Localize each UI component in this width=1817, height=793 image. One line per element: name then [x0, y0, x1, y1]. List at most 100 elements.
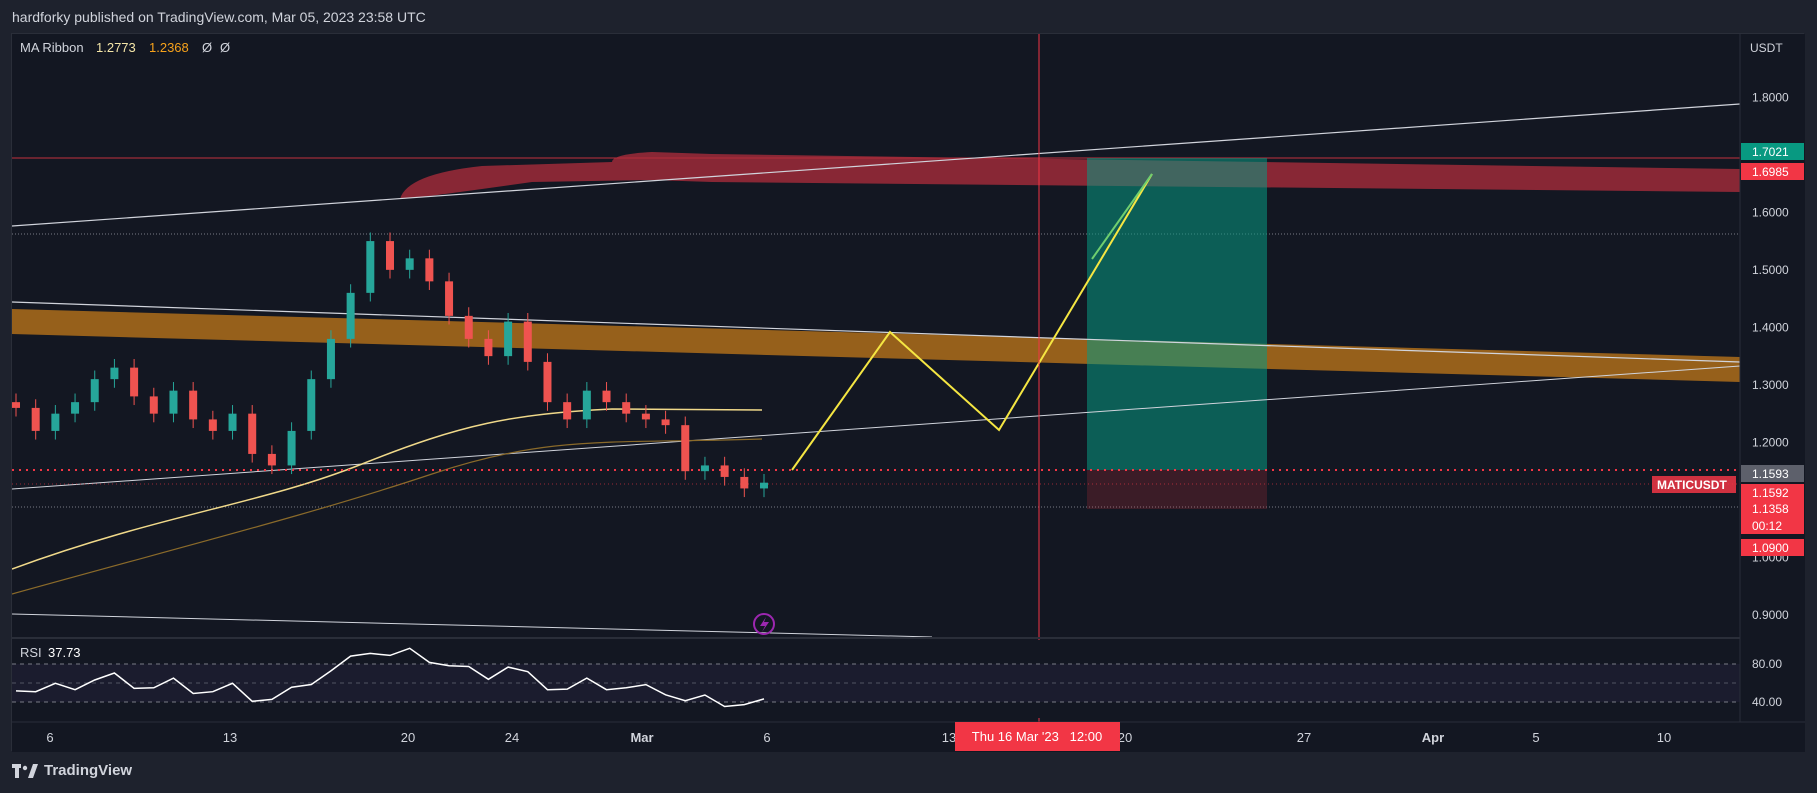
ma-ribbon-value-2: 1.2368 [149, 40, 189, 55]
time-tick-7: 20 [1118, 730, 1132, 745]
candle-body-27 [543, 361, 552, 403]
candle-body-18 [366, 241, 375, 293]
ma-ribbon-value-1: 1.2773 [96, 40, 136, 55]
tradingview-brand[interactable]: TradingView [12, 762, 132, 779]
candle-body-7 [149, 396, 158, 414]
bottom-trendline[interactable] [11, 613, 933, 638]
price-tag-label-2: 1.1593 [1752, 467, 1789, 481]
candle-body-29 [582, 390, 591, 420]
lower-trendline[interactable] [11, 365, 1741, 490]
price-tag-label-0: 1.7021 [1752, 145, 1789, 159]
candle-body-38 [760, 482, 768, 489]
candle-body-32 [641, 413, 650, 420]
publish-info: hardforky published on TradingView.com, … [12, 9, 426, 25]
ma-fast [11, 408, 763, 570]
candle-body-2 [51, 413, 60, 431]
candle-body-10 [208, 419, 217, 431]
time-tick-3: 24 [505, 730, 519, 745]
projection-target-leg [1091, 173, 1153, 260]
symbol-tag-label: MATICUSDT [1657, 478, 1727, 492]
rsi-pane[interactable] [12, 640, 1740, 718]
price-tick-4: 1.4000 [1752, 320, 1789, 334]
candles[interactable] [12, 232, 768, 498]
candle-body-9 [189, 390, 198, 420]
ma-ribbon-value-4: Ø [220, 40, 230, 55]
crosshair-time-tag [955, 722, 1120, 751]
candle-body-23 [464, 315, 473, 339]
time-tick-0: 6 [46, 730, 53, 745]
crosshair-time-label: Thu 16 Mar '23 12:00 [972, 729, 1102, 744]
candle-body-14 [287, 430, 296, 466]
price-tag-2 [1741, 465, 1804, 482]
rsi-legend[interactable]: RSI 37.73 [20, 645, 81, 660]
time-tick-5: 6 [763, 730, 770, 745]
price-tag-label-3: 1.1592 [1752, 486, 1789, 500]
candle-body-25 [504, 321, 513, 357]
candle-body-5 [110, 367, 119, 380]
rsi-label: RSI [20, 645, 42, 660]
candle-body-3 [71, 402, 80, 414]
price-tick-9: 0.9000 [1752, 608, 1789, 622]
event-marker-icon[interactable] [753, 613, 775, 635]
ma-ribbon-legend[interactable]: MA Ribbon 1.2773 1.2368 Ø Ø [20, 40, 230, 55]
candle-body-26 [523, 321, 532, 362]
candle-body-8 [169, 390, 178, 414]
price-tick-5: 1.3000 [1752, 378, 1789, 392]
time-ticks: 6 13 20 24 Mar 6 13 20 27 Apr 5 10 [46, 730, 1671, 745]
candle-body-19 [386, 241, 394, 270]
candle-body-35 [700, 465, 709, 472]
resistance-zone[interactable] [400, 152, 1740, 199]
candle-body-28 [563, 402, 572, 420]
supply-zone[interactable] [12, 309, 1740, 382]
ma-ribbon-label: MA Ribbon [20, 40, 84, 55]
lightning-icon [760, 617, 769, 632]
mid-trendline[interactable] [11, 301, 1741, 363]
candle-body-1 [31, 407, 40, 431]
time-tick-2: 20 [401, 730, 415, 745]
candle-body-22 [445, 281, 454, 316]
time-tick-10: 5 [1532, 730, 1539, 745]
price-tag-4 [1741, 500, 1804, 517]
price-tick-0: 1.8000 [1752, 90, 1789, 104]
ma-slow [11, 438, 763, 595]
chart-container[interactable]: USDT 1.80001.70001.60001.50001.40001.300… [11, 33, 1805, 752]
rsi-level-40: 40.00 [1752, 695, 1782, 709]
ma-ribbon-value-3: Ø [202, 40, 212, 55]
candle-body-11 [228, 413, 237, 431]
candle-body-24 [484, 338, 493, 357]
price-tick-6: 1.2000 [1752, 435, 1789, 449]
candle-body-17 [346, 292, 355, 339]
stop-zone[interactable] [1087, 470, 1267, 509]
candle-body-36 [720, 465, 729, 477]
price-tags: 1.7021 1.6985 1.1593 1.1592 1.1358 00:12 1.090… [1741, 143, 1804, 556]
price-tag-label-6: 1.0900 [1752, 541, 1789, 555]
time-axis[interactable] [12, 722, 1805, 752]
price-tag-6 [1741, 539, 1804, 556]
price-tag-1 [1741, 163, 1804, 180]
time-tick-4: Mar [630, 730, 653, 745]
candle-body-12 [248, 413, 257, 454]
price-tag-5 [1741, 517, 1804, 534]
time-tick-8: 27 [1297, 730, 1311, 745]
price-tag-label-1: 1.6985 [1752, 165, 1789, 179]
time-tick-9: Apr [1422, 730, 1444, 745]
time-tick-11: 10 [1657, 730, 1671, 745]
candle-body-13 [267, 453, 276, 466]
candle-body-31 [622, 402, 631, 414]
price-tag-3 [1741, 484, 1804, 501]
candle-body-34 [681, 425, 690, 472]
upper-trendline[interactable] [11, 103, 1741, 227]
rsi-value: 37.73 [48, 645, 81, 660]
projection-path[interactable] [791, 173, 1153, 471]
candle-body-33 [661, 419, 670, 426]
candle-body-21 [425, 258, 434, 282]
target-zone[interactable] [1087, 158, 1267, 470]
price-chart[interactable]: USDT 1.80001.70001.60001.50001.40001.300… [11, 34, 1805, 752]
candle-body-37 [740, 476, 749, 489]
price-tick-2: 1.6000 [1752, 205, 1789, 219]
candle-body-16 [326, 338, 335, 380]
rsi-line [15, 647, 765, 708]
candle-body-4 [90, 379, 99, 403]
candle-body-0 [12, 402, 20, 408]
price-tag-label-5: 00:12 [1752, 519, 1782, 533]
